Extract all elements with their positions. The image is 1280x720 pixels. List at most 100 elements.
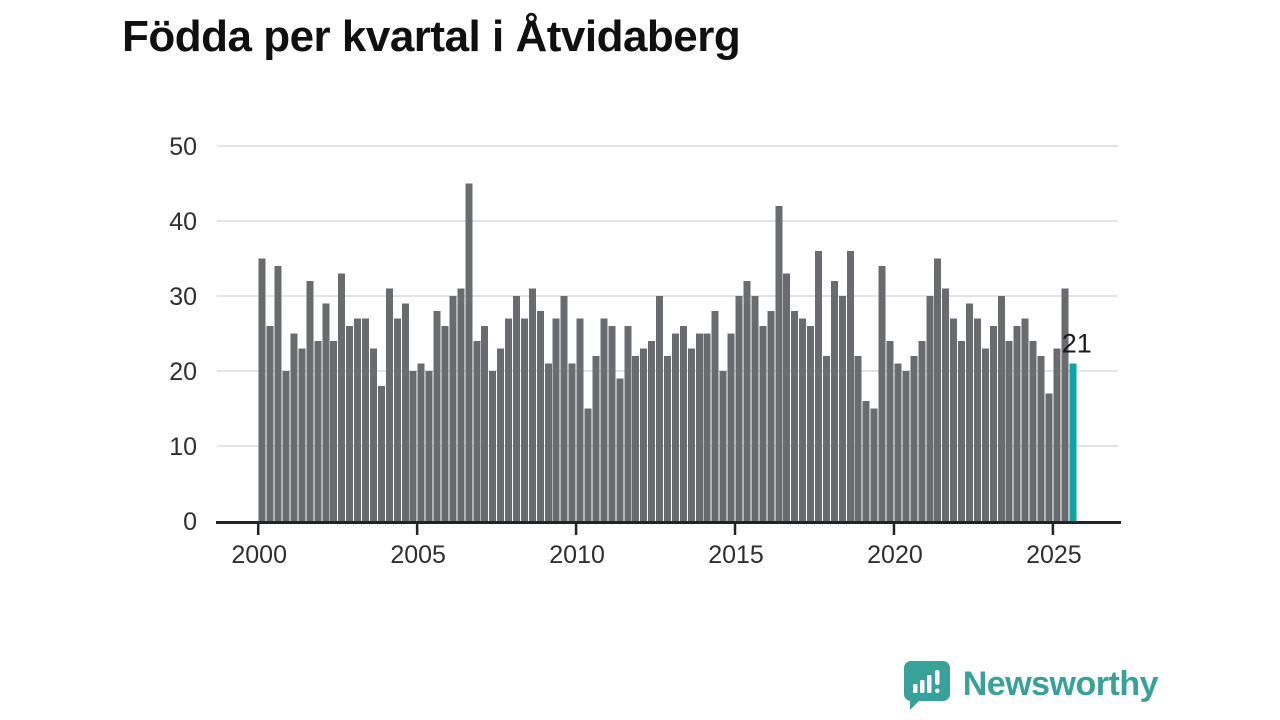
bar-2010-Q1 [576, 318, 584, 521]
bar-2002-Q1 [322, 303, 330, 521]
bar-2022-Q3 [973, 318, 981, 521]
bar-2008-Q2 [520, 318, 528, 521]
speech-bubble-shape [903, 661, 950, 710]
bar-2016-Q4 [791, 311, 799, 521]
x-axis-label-2025: 2025 [1026, 541, 1082, 569]
bar-2020-Q2 [902, 371, 910, 521]
logo-exclamation-stem [934, 670, 940, 685]
bar-2009-Q2 [552, 318, 560, 521]
bar-2007-Q1 [481, 326, 489, 521]
bar-2001-Q3 [306, 281, 314, 521]
bar-2000-Q3 [274, 266, 282, 521]
bar-2001-Q1 [290, 333, 298, 521]
x-axis-label-2005: 2005 [390, 541, 446, 569]
bar-2024-Q3 [1037, 356, 1045, 521]
bar-2021-Q1 [926, 296, 934, 521]
bar-2009-Q3 [560, 296, 568, 521]
bar-2013-Q2 [679, 326, 687, 521]
bar-2024-Q4 [1045, 393, 1053, 521]
bar-2012-Q3 [656, 296, 664, 521]
bar-2005-Q2 [425, 371, 433, 521]
bar-chart: 0 10 20 30 40 50 2000 2005 2010 2015 2020 2025 21 [169, 133, 1121, 569]
bar-2007-Q4 [505, 318, 513, 521]
logo-bar-small [912, 684, 918, 693]
bar-2019-Q2 [870, 408, 878, 521]
bar-2002-Q3 [338, 273, 346, 521]
highlighted-bar-2025-Q3 [1069, 363, 1077, 521]
logo-bar-medium [919, 680, 925, 693]
bar-2003-Q2 [362, 318, 370, 521]
bar-2015-Q2 [743, 281, 751, 521]
x-axis-label-2000: 2000 [231, 541, 287, 569]
bar-2018-Q2 [838, 296, 846, 521]
bar-2006-Q2 [457, 288, 465, 521]
bar-2024-Q1 [1021, 318, 1029, 521]
bar-2011-Q3 [624, 326, 632, 521]
bar-2004-Q1 [385, 288, 393, 521]
bar-2019-Q3 [878, 266, 886, 521]
bar-2006-Q4 [473, 341, 481, 521]
bar-2007-Q2 [489, 371, 497, 521]
bar-2002-Q4 [346, 326, 354, 521]
bar-2004-Q2 [393, 318, 401, 521]
bar-2016-Q2 [775, 206, 783, 521]
bar-2016-Q3 [783, 273, 791, 521]
newsworthy-logo: Newsworthy [901, 656, 1159, 712]
bar-2015-Q4 [759, 326, 767, 521]
bar-2003-Q1 [354, 318, 362, 521]
bar-2024-Q2 [1029, 341, 1037, 521]
bar-2011-Q4 [632, 356, 640, 521]
bar-2014-Q4 [727, 333, 735, 521]
bar-2003-Q4 [377, 386, 385, 521]
y-axis-label-50: 50 [169, 133, 197, 161]
x-axis-label-2020: 2020 [867, 541, 923, 569]
bar-2000-Q1 [258, 258, 266, 521]
bar-2017-Q3 [814, 251, 822, 521]
bar-2006-Q3 [465, 183, 473, 521]
bar-2020-Q3 [910, 356, 918, 521]
bar-2023-Q1 [989, 326, 997, 521]
bar-2009-Q4 [568, 363, 576, 521]
bar-2008-Q4 [536, 311, 544, 521]
bar-2011-Q1 [608, 326, 616, 521]
bar-2013-Q1 [671, 333, 679, 521]
bar-2015-Q1 [735, 296, 743, 521]
bar-2009-Q1 [544, 363, 552, 521]
bar-2013-Q3 [687, 348, 695, 521]
bar-2012-Q4 [664, 356, 671, 521]
bar-2020-Q1 [894, 363, 902, 521]
page-title: Födda per kvartal i Åtvidaberg [122, 12, 741, 61]
bar-2012-Q1 [640, 348, 648, 521]
y-axis-label-10: 10 [169, 433, 197, 461]
bar-2017-Q1 [799, 318, 807, 521]
bar-2014-Q1 [703, 333, 711, 521]
bar-2004-Q3 [401, 303, 409, 521]
bar-2018-Q3 [846, 251, 854, 521]
bar-2008-Q3 [528, 288, 536, 521]
bar-2010-Q4 [600, 318, 608, 521]
bar-2013-Q4 [695, 333, 703, 521]
x-axis-label-2010: 2010 [549, 541, 605, 569]
bar-2007-Q3 [497, 348, 505, 521]
bar-2018-Q4 [854, 356, 862, 521]
bar-2023-Q4 [1013, 326, 1021, 521]
bar-2022-Q1 [958, 341, 966, 521]
bar-2021-Q3 [942, 288, 950, 521]
bar-2010-Q2 [584, 408, 592, 521]
logo-bar-large [926, 675, 932, 693]
bar-2018-Q1 [830, 281, 838, 521]
bar-2015-Q3 [751, 296, 759, 521]
bar-2012-Q2 [648, 341, 656, 521]
bar-2021-Q2 [934, 258, 942, 521]
bar-2017-Q4 [822, 356, 830, 521]
bar-2022-Q2 [965, 303, 973, 521]
bar-2023-Q2 [997, 296, 1005, 521]
bar-2003-Q3 [369, 348, 377, 521]
y-axis-label-40: 40 [169, 208, 197, 236]
bar-2006-Q1 [449, 296, 457, 521]
bar-2001-Q4 [314, 341, 322, 521]
bar-2008-Q1 [513, 296, 520, 521]
bar-2001-Q2 [298, 348, 306, 521]
bar-2005-Q1 [417, 363, 425, 521]
bar-2004-Q4 [409, 371, 417, 521]
